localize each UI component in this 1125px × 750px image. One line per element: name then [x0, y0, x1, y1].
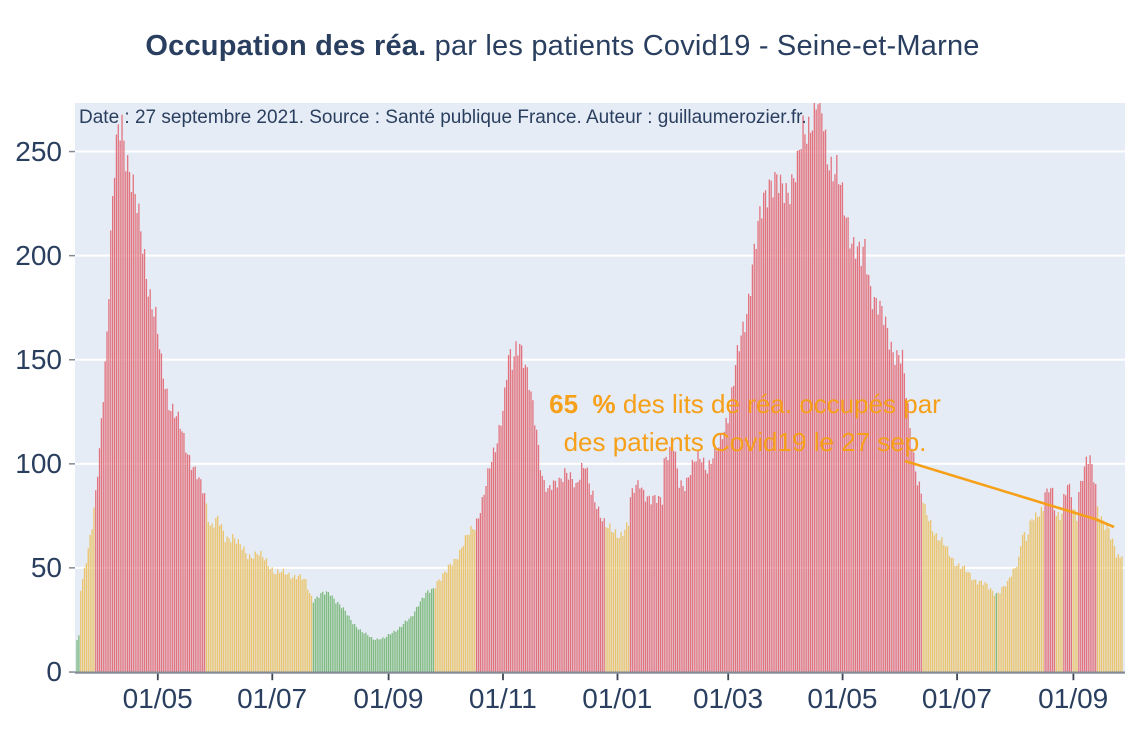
chart-subtitle: Date : 27 septembre 2021. Source : Santé… — [79, 107, 807, 128]
chart-title-regular: par les patients Covid19 - Seine-et-Marn… — [426, 30, 980, 62]
x-tick-label: 01/05 — [122, 683, 193, 714]
x-tick-label: 01/01 — [582, 683, 653, 714]
annotation-value: 65 % — [549, 389, 616, 419]
y-tick-label: 200 — [15, 239, 62, 271]
saturation-annotation: 65 % des lits de réa. occupés par des pa… — [480, 385, 1010, 461]
x-tick-label: 01/03 — [692, 683, 764, 714]
x-tick-label: 01/07 — [237, 683, 308, 714]
chart-title-bold: Occupation des réa. — [145, 30, 427, 62]
y-tick-label: 250 — [15, 135, 62, 167]
x-tick-label: 01/09 — [353, 683, 424, 714]
y-tick-label: 150 — [15, 343, 62, 375]
annotation-line1-rest: des lits de réa. occupés par — [615, 389, 941, 419]
chart-title: Occupation des réa. par les patients Cov… — [0, 30, 1125, 63]
x-tick-label: 01/09 — [1038, 683, 1109, 714]
y-tick-label: 100 — [15, 447, 62, 479]
annotation-line1: 65 % des lits de réa. occupés par — [480, 385, 1010, 423]
y-tick-label: 50 — [30, 551, 62, 583]
y-tick-label: 0 — [46, 656, 62, 687]
x-tick-label: 01/05 — [807, 683, 878, 714]
x-tick-label: 01/11 — [468, 683, 537, 714]
annotation-line2: des patients Covid19 le 27 sep. — [563, 427, 927, 457]
x-tick-label: 01/07 — [921, 683, 992, 714]
